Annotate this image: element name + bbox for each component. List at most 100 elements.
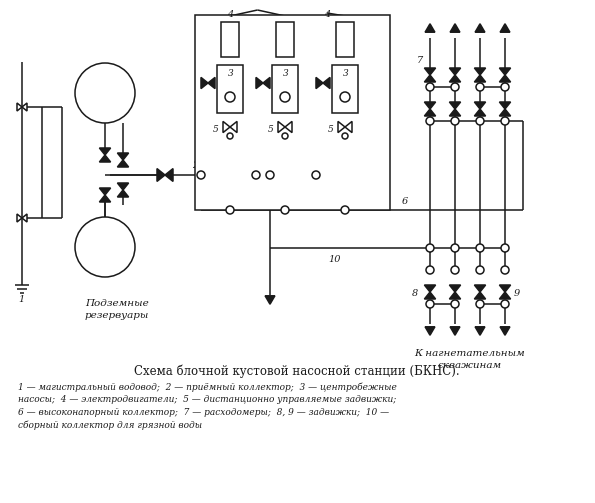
Polygon shape xyxy=(265,296,275,304)
Circle shape xyxy=(252,171,260,179)
Circle shape xyxy=(225,92,235,102)
Circle shape xyxy=(501,300,509,308)
Circle shape xyxy=(426,300,434,308)
Polygon shape xyxy=(263,77,270,89)
Polygon shape xyxy=(500,327,510,335)
Bar xyxy=(272,65,298,113)
Circle shape xyxy=(426,244,434,252)
Polygon shape xyxy=(450,24,460,32)
Polygon shape xyxy=(424,75,436,82)
Circle shape xyxy=(451,300,459,308)
Polygon shape xyxy=(425,24,435,32)
Circle shape xyxy=(501,244,509,252)
Circle shape xyxy=(312,171,320,179)
Polygon shape xyxy=(223,121,230,133)
Text: 3: 3 xyxy=(343,68,349,77)
Polygon shape xyxy=(449,75,461,82)
Polygon shape xyxy=(22,103,27,111)
Polygon shape xyxy=(449,109,461,116)
Polygon shape xyxy=(99,155,111,162)
Circle shape xyxy=(266,171,274,179)
Text: 6 — высоконапорный коллектор;  7 — расходомеры;  8, 9 — задвижки;  10 —: 6 — высоконапорный коллектор; 7 — расход… xyxy=(18,408,389,417)
Circle shape xyxy=(341,206,349,214)
Polygon shape xyxy=(424,285,436,292)
Polygon shape xyxy=(424,68,436,75)
Circle shape xyxy=(476,300,484,308)
Polygon shape xyxy=(230,121,237,133)
Polygon shape xyxy=(99,195,111,202)
Polygon shape xyxy=(285,121,292,133)
Circle shape xyxy=(451,83,459,91)
Circle shape xyxy=(501,117,509,125)
Bar xyxy=(276,22,294,57)
Polygon shape xyxy=(323,77,330,89)
Circle shape xyxy=(227,133,233,139)
Circle shape xyxy=(280,92,290,102)
Circle shape xyxy=(476,266,484,274)
Text: 5: 5 xyxy=(328,125,334,133)
Circle shape xyxy=(197,171,205,179)
Text: 1 — магистральный водовод;  2 — приёмный коллектор;  3 — центробежные: 1 — магистральный водовод; 2 — приёмный … xyxy=(18,382,397,391)
Polygon shape xyxy=(474,75,486,82)
Text: 9: 9 xyxy=(514,290,520,298)
Text: 7: 7 xyxy=(417,55,423,64)
Circle shape xyxy=(451,244,459,252)
Text: скважинам: скважинам xyxy=(438,362,502,371)
Polygon shape xyxy=(499,109,511,116)
Circle shape xyxy=(426,117,434,125)
Polygon shape xyxy=(450,327,460,335)
Polygon shape xyxy=(345,121,352,133)
Text: Схема блочной кустовой насосной станции (БКНС).: Схема блочной кустовой насосной станции … xyxy=(134,365,460,378)
Text: Подземные: Подземные xyxy=(85,298,149,307)
Polygon shape xyxy=(499,102,511,109)
Circle shape xyxy=(501,83,509,91)
Polygon shape xyxy=(117,190,129,197)
Text: 5: 5 xyxy=(268,125,274,133)
Polygon shape xyxy=(499,68,511,75)
Polygon shape xyxy=(475,327,485,335)
Polygon shape xyxy=(449,68,461,75)
Circle shape xyxy=(282,133,288,139)
Circle shape xyxy=(476,117,484,125)
Polygon shape xyxy=(99,148,111,155)
Polygon shape xyxy=(499,75,511,82)
Polygon shape xyxy=(17,214,22,222)
Text: К нагнетательным: К нагнетательным xyxy=(415,350,525,359)
Text: 6: 6 xyxy=(402,198,408,207)
Circle shape xyxy=(451,266,459,274)
Polygon shape xyxy=(17,103,22,111)
Circle shape xyxy=(342,133,348,139)
Bar xyxy=(195,15,390,210)
Text: 8: 8 xyxy=(412,290,418,298)
Text: 3: 3 xyxy=(228,68,234,77)
Text: 5: 5 xyxy=(213,125,219,133)
Text: 10: 10 xyxy=(329,256,342,265)
Polygon shape xyxy=(474,102,486,109)
Circle shape xyxy=(501,266,509,274)
Circle shape xyxy=(340,92,350,102)
Polygon shape xyxy=(425,327,435,335)
Polygon shape xyxy=(424,292,436,299)
Polygon shape xyxy=(449,292,461,299)
Text: насосы;  4 — электродвигатели;  5 — дистанционно управляемые задвижки;: насосы; 4 — электродвигатели; 5 — дистан… xyxy=(18,395,396,404)
Bar xyxy=(332,65,358,113)
Polygon shape xyxy=(117,153,129,160)
Circle shape xyxy=(451,117,459,125)
Polygon shape xyxy=(474,109,486,116)
Text: 4: 4 xyxy=(227,10,233,19)
Text: 4: 4 xyxy=(324,10,330,19)
Circle shape xyxy=(476,83,484,91)
Bar xyxy=(336,22,354,57)
Polygon shape xyxy=(338,121,345,133)
Polygon shape xyxy=(22,214,27,222)
Polygon shape xyxy=(256,77,263,89)
Text: резервуары: резервуары xyxy=(85,310,149,319)
Polygon shape xyxy=(208,77,215,89)
Polygon shape xyxy=(201,77,208,89)
Polygon shape xyxy=(449,285,461,292)
Polygon shape xyxy=(449,102,461,109)
Polygon shape xyxy=(99,188,111,195)
Circle shape xyxy=(226,206,234,214)
Bar xyxy=(217,65,243,113)
Text: 1: 1 xyxy=(18,295,24,304)
